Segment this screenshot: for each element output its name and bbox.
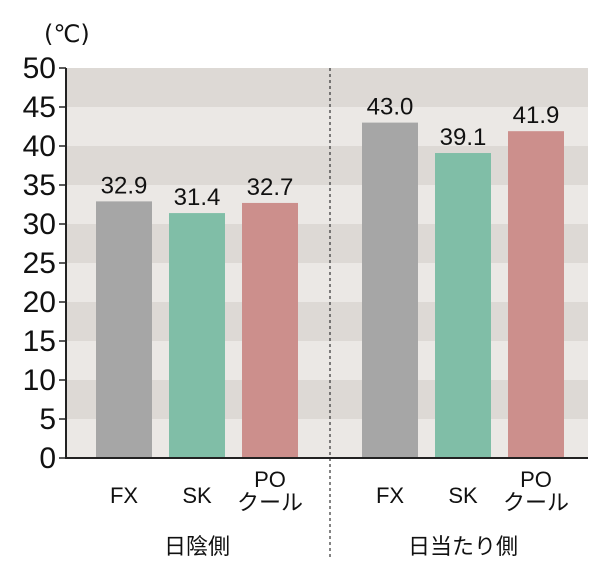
grid-band bbox=[66, 68, 588, 107]
grid-band bbox=[66, 380, 588, 419]
data-label: 32.7 bbox=[247, 174, 294, 201]
y-tick-label: 35 bbox=[23, 169, 56, 202]
bar bbox=[169, 213, 225, 458]
y-axis-ticks: 0 5 10 15 20 25 30 35 40 45 50 bbox=[23, 52, 66, 475]
category-label: PO クール bbox=[503, 467, 569, 515]
y-tick-label: 45 bbox=[23, 91, 56, 124]
data-label: 39.1 bbox=[440, 124, 487, 151]
y-tick-label: 30 bbox=[23, 208, 56, 241]
category-label: FX bbox=[376, 483, 404, 508]
grid-band bbox=[66, 419, 588, 458]
group-labels: 日陰側 日当たり側 bbox=[164, 535, 518, 560]
plot-background-bands bbox=[66, 68, 588, 458]
y-tick-label: 20 bbox=[23, 286, 56, 319]
category-label: PO クール bbox=[237, 467, 303, 515]
bar bbox=[242, 202, 298, 458]
category-label: SK bbox=[448, 483, 478, 508]
grid-band bbox=[66, 302, 588, 341]
y-tick-label: 10 bbox=[23, 364, 56, 397]
grid-band bbox=[66, 185, 588, 224]
category-label: SK bbox=[182, 483, 212, 508]
y-tick-label: 40 bbox=[23, 130, 56, 163]
grid-band bbox=[66, 341, 588, 380]
data-label: 32.9 bbox=[101, 172, 148, 199]
bar bbox=[508, 131, 564, 458]
data-label: 41.9 bbox=[513, 102, 560, 129]
group-label: 日陰側 bbox=[164, 535, 230, 560]
bar bbox=[96, 201, 152, 458]
data-label: 43.0 bbox=[367, 94, 414, 121]
y-tick-label: 50 bbox=[23, 52, 56, 85]
grid-band bbox=[66, 107, 588, 146]
bar bbox=[362, 122, 418, 458]
bars: 32.9 31.4 32.7 43.0 39.1 41.9 bbox=[96, 94, 564, 458]
data-label: 31.4 bbox=[174, 184, 221, 211]
grid-band bbox=[66, 146, 588, 185]
grid-band bbox=[66, 224, 588, 263]
bar bbox=[435, 153, 491, 458]
y-tick-label: 5 bbox=[39, 403, 56, 436]
group-label: 日当たり側 bbox=[408, 535, 518, 560]
category-labels: FX SK PO クール FX SK PO クール bbox=[110, 467, 569, 515]
y-tick-label: 15 bbox=[23, 325, 56, 358]
y-tick-label: 25 bbox=[23, 247, 56, 280]
y-axis-unit-label: (℃) bbox=[44, 20, 90, 48]
category-label: FX bbox=[110, 483, 138, 508]
y-tick-label: 0 bbox=[39, 442, 56, 475]
grid-band bbox=[66, 263, 588, 302]
